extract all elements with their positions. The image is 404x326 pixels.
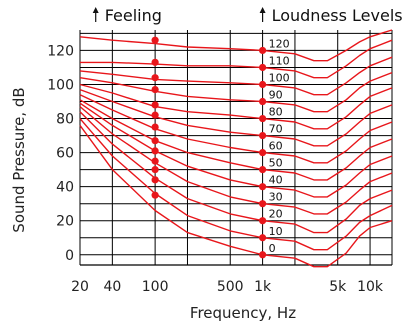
grid [79, 30, 393, 266]
marker-1khz [258, 114, 267, 123]
curve-label: 0 [269, 242, 276, 255]
curve-label: 50 [269, 157, 283, 170]
marker-1khz [258, 217, 267, 225]
x-tick-label: 10k [357, 279, 384, 295]
y-tick-label: 60 [56, 146, 74, 162]
marker-100hz [151, 86, 159, 94]
curve-label: 90 [269, 89, 283, 102]
curve-label: 100 [269, 71, 290, 84]
x-axis-title: Frequency, Hz [190, 304, 296, 322]
marker-100hz [151, 137, 159, 145]
marker-100hz [151, 74, 159, 82]
curve-label: 20 [269, 208, 283, 221]
x-tick-label: 40 [103, 279, 121, 295]
marker-1khz [258, 200, 267, 208]
annotation-feeling: Feeling [105, 6, 162, 25]
marker-100hz [151, 176, 159, 184]
loudness-curve [79, 71, 393, 113]
marker-1khz [258, 234, 267, 242]
curve-label: 80 [269, 106, 283, 119]
loudness-curves [79, 29, 393, 268]
curve-label: 110 [269, 54, 290, 67]
up-arrow-head-icon [92, 7, 99, 13]
marker-100hz [151, 36, 159, 44]
marker-100hz [151, 101, 159, 109]
loudness-curve [79, 124, 393, 268]
y-tick-label: 20 [56, 214, 74, 230]
x-tick-label: 20 [71, 279, 89, 295]
annotation-loudness-levels: Loudness Levels [272, 6, 403, 25]
marker-100hz [151, 157, 159, 165]
x-tick-label: 100 [142, 279, 169, 295]
curve-labels: 0 10 20 30 40 50 60 70 80 90 100 110 120 [269, 37, 290, 254]
x-tick-label: 5k [329, 279, 347, 295]
marker-100hz [151, 111, 159, 119]
loudness-curve [79, 106, 393, 215]
marker-1khz [258, 46, 267, 55]
x-tick-label: 500 [217, 279, 244, 295]
marker-1khz [258, 97, 267, 106]
up-arrow-head-icon [259, 7, 266, 13]
marker-100hz [151, 58, 159, 66]
curve-label: 70 [269, 123, 283, 136]
marker-100hz [151, 191, 159, 199]
marker-100hz [151, 147, 159, 155]
loudness-curve [79, 111, 393, 234]
y-tick-label: 120 [47, 43, 74, 59]
annotations: Feeling Loudness Levels [92, 6, 403, 25]
y-tick-label: 40 [56, 180, 74, 196]
marker-1khz [258, 63, 267, 72]
marker-1khz [258, 251, 267, 259]
markers [151, 36, 267, 259]
loudness-curve [80, 39, 393, 79]
marker-1khz [258, 166, 267, 174]
marker-1khz [258, 80, 267, 89]
marker-100hz [151, 166, 159, 174]
marker-1khz [258, 131, 267, 140]
curve-label: 120 [269, 37, 290, 50]
y-axis-title: Sound Pressure, dB [10, 87, 28, 232]
curve-label: 60 [269, 140, 283, 153]
y-tick-label: 80 [56, 112, 74, 128]
curve-label: 10 [269, 225, 283, 238]
marker-100hz [151, 123, 159, 131]
y-tick-label: 100 [47, 77, 74, 93]
loudness-curve [79, 29, 393, 62]
curve-label: 40 [269, 174, 283, 187]
curve-label: 30 [269, 191, 283, 204]
marker-1khz [258, 183, 267, 191]
x-tick-label: 1k [254, 279, 272, 295]
y-tick-label: 0 [65, 248, 74, 264]
marker-1khz [258, 149, 267, 157]
